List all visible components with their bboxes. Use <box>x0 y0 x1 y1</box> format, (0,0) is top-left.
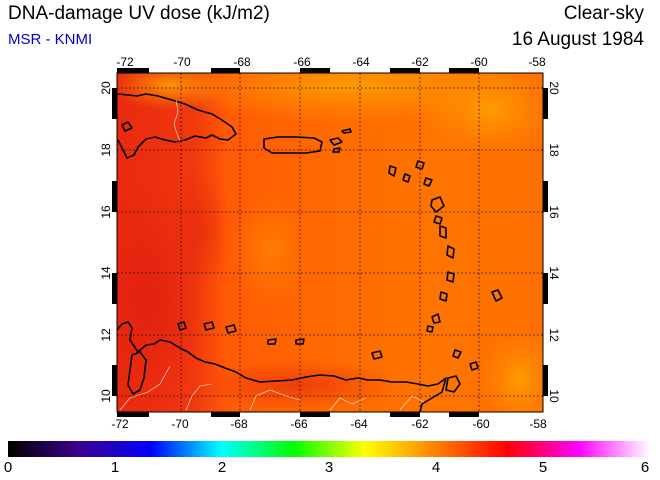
lon-label: -58 <box>528 55 546 69</box>
lat-labels-right: 10 12 14 16 18 20 <box>547 81 561 403</box>
color-scale-label: 2 <box>217 459 227 476</box>
lon-label: -70 <box>173 55 191 69</box>
uv-field <box>117 73 543 412</box>
lon-label: -64 <box>352 55 370 69</box>
sky-condition-label: Clear-sky <box>563 3 644 24</box>
lat-label: 16 <box>547 205 561 219</box>
lon-label: -68 <box>230 417 248 431</box>
lon-label: -70 <box>171 417 189 431</box>
lon-label: -60 <box>472 417 490 431</box>
lon-label: -60 <box>470 55 488 69</box>
lat-label: 18 <box>99 143 113 157</box>
lat-label: 14 <box>99 266 113 280</box>
uv-dose-map: -72 -70 -68 -66 -64 -62 -60 -58 -72 -70 … <box>99 55 561 431</box>
map-title: DNA-damage UV dose (kJ/m2) <box>8 3 270 24</box>
map-frame <box>112 68 548 417</box>
coastlines <box>116 93 503 413</box>
lat-labels-left: 10 12 14 16 18 20 <box>99 81 113 403</box>
graticule <box>117 73 543 412</box>
color-scale-label: 1 <box>110 459 120 476</box>
lon-label: -58 <box>529 417 547 431</box>
lat-label: 14 <box>547 266 561 280</box>
lat-label: 18 <box>547 143 561 157</box>
lon-label: -62 <box>411 55 429 69</box>
lon-label: -66 <box>290 417 308 431</box>
lat-label: 10 <box>99 389 113 403</box>
lat-label: 20 <box>99 81 113 95</box>
date-label: 16 August 1984 <box>511 29 644 50</box>
color-scale-label: 3 <box>324 459 334 476</box>
lon-label: -72 <box>116 55 134 69</box>
color-scale-label: 0 <box>3 459 13 476</box>
lon-labels-bottom: -72 -70 -68 -66 -64 -62 -60 -58 <box>111 417 547 431</box>
lat-label: 12 <box>99 328 113 342</box>
lat-label: 20 <box>547 81 561 95</box>
color-scale-label: 5 <box>538 459 548 476</box>
lon-labels-top: -72 -70 -68 -66 -64 -62 -60 -58 <box>116 55 546 69</box>
color-scale-label: 6 <box>640 459 650 476</box>
lon-label: -66 <box>293 55 311 69</box>
lat-label: 12 <box>547 328 561 342</box>
lon-label: -72 <box>111 417 129 431</box>
lat-label: 16 <box>99 205 113 219</box>
lat-label: 10 <box>547 389 561 403</box>
lon-label: -64 <box>350 417 368 431</box>
lon-label: -62 <box>411 417 429 431</box>
color-scale-bar <box>8 441 650 457</box>
credit-label: MSR - KNMI <box>8 31 93 48</box>
lon-label: -68 <box>233 55 251 69</box>
borders <box>119 99 425 411</box>
color-scale-label: 4 <box>431 459 441 476</box>
